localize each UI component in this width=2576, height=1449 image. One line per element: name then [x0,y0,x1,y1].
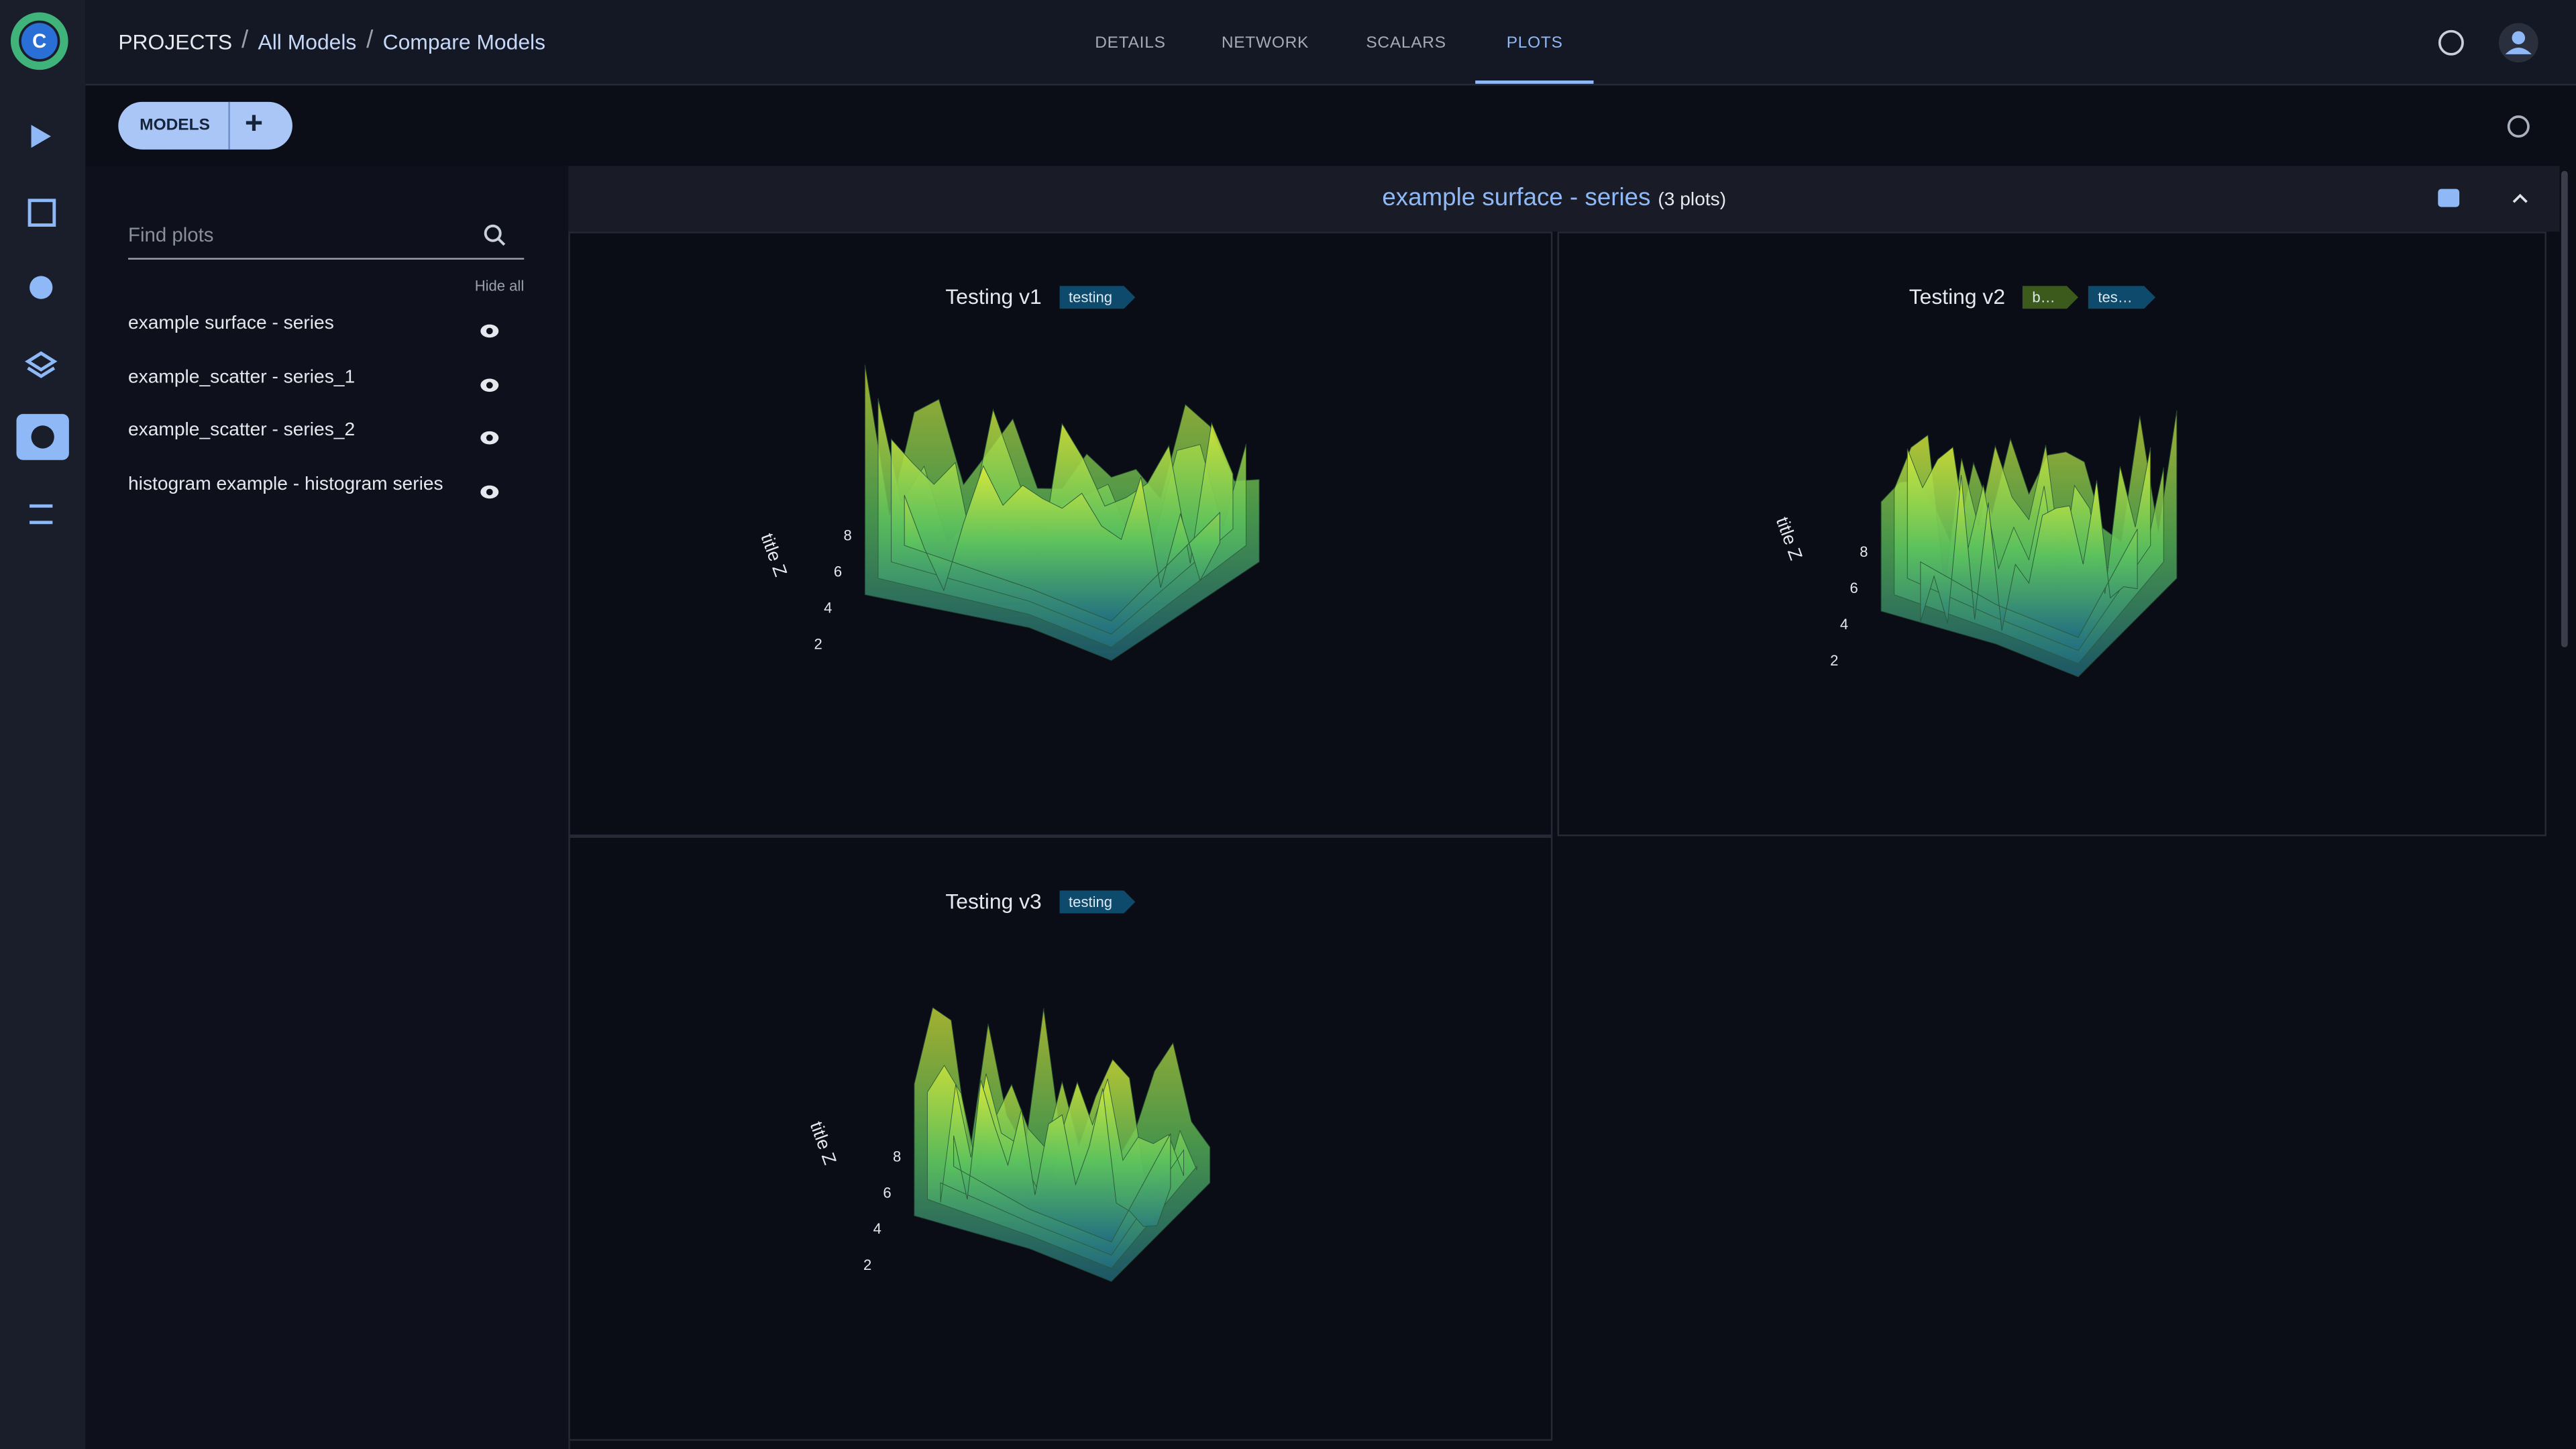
section-header: example surface - series (3 plots) [568,166,2560,232]
search-placeholder: Find plots [128,223,214,247]
tag: testing [1059,286,1135,309]
visibility-toggle[interactable] [480,478,499,499]
z-tick-label: 6 [1849,580,1858,596]
z-tick-label: 2 [1830,652,1839,669]
plot-list-item[interactable]: example_scatter - series_2 [128,421,356,441]
z-tick-label: 2 [863,1256,872,1273]
z-tick-label: 2 [814,635,822,653]
surface-plot[interactable] [570,332,1554,838]
plot-cell: Testing v3 testing 2 4 6 8 title Z [568,836,1554,1442]
plot-cell: Testing v1 testing 2 4 6 8 title Z [568,231,1554,838]
surface-plot[interactable] [570,936,1554,1442]
visibility-toggle[interactable] [480,425,499,445]
z-tick-label: 6 [833,564,843,580]
visibility-toggle[interactable] [480,317,499,338]
section-title: example surface - series [1382,184,1651,212]
plot-cell: Testing v2 b… tes… 2 4 6 8 title Z [1557,231,2548,838]
z-tick-label: 4 [824,599,833,616]
breadcrumb[interactable]: PROJECTS [118,30,233,54]
z-tick-label: 6 [883,1184,892,1201]
surface-plot[interactable] [1559,332,2548,838]
button-label[interactable]: MODELS [140,116,210,135]
plot-list-item[interactable]: example surface - series [128,313,334,334]
z-tick-label: 8 [843,527,852,544]
breadcrumb[interactable]: All Models [258,30,357,54]
tag: testing [1059,890,1135,913]
svg-text:C: C [32,30,46,52]
search-input[interactable]: Find plots [128,220,525,260]
plot-title: Testing v3 [945,888,1042,914]
z-tick-label: 8 [1860,543,1868,561]
top-icons [2438,23,2538,63]
visibility-toggle[interactable] [480,371,499,392]
z-tick-label: 4 [873,1220,881,1238]
tab[interactable]: DETAILS [1095,34,1166,53]
tab[interactable]: PLOTS [1506,34,1563,53]
separator: / [366,26,374,54]
plot-title: Testing v1 [945,284,1042,309]
side-rail: C [0,0,86,1449]
refresh-icon[interactable] [2506,113,2532,140]
top-bar [85,0,2576,86]
tab[interactable]: SCALARS [1366,34,1446,53]
hide-all[interactable]: Hide all [474,277,525,294]
tag: b… [2023,286,2078,309]
section-icons[interactable] [2434,186,2533,212]
z-tick-label: 8 [893,1148,902,1165]
plot-list-item[interactable]: example_scatter - series_1 [128,367,356,388]
plot-list-panel: Find plots Hide all example surface - se… [85,166,570,1449]
section-title-wrap: example surface - series (3 plots) [568,184,2540,213]
models-button[interactable]: MODELS + [118,101,292,150]
plot-count: (3 plots) [1658,191,1727,211]
breadcrumb[interactable]: Compare Models [382,30,546,54]
plot-title: Testing v2 [1909,284,2006,309]
plot-list-item[interactable]: histogram example - histogram series [128,474,443,495]
tag: tes… [2088,286,2155,309]
separator: / [241,26,249,54]
z-tick-label: 4 [1839,616,1849,633]
tab[interactable]: NETWORK [1221,34,1309,53]
rail-icons: C [10,12,69,525]
